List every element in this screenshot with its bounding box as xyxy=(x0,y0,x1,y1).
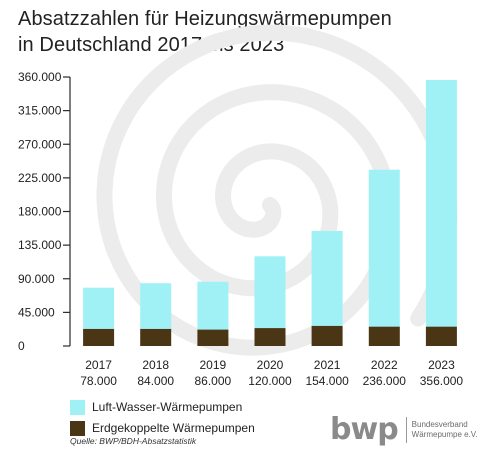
bar-erdgekoppelt xyxy=(83,328,115,346)
x-tick-label: 2018 xyxy=(142,358,169,372)
bwp-logo: bwp Bundesverband Wärmepumpe e.V. xyxy=(330,412,478,448)
logo-wordmark: bwp xyxy=(330,412,399,447)
total-value-label: 120.000 xyxy=(248,374,292,388)
chart: 0 45.000 90.000 135.000 180.000 225.000 270.00… xyxy=(18,24,463,388)
y-tick-label: 0 xyxy=(18,339,25,353)
x-tick-label: 2017 xyxy=(85,358,112,372)
logo-divider xyxy=(405,417,407,443)
y-tick-label: 45.000 xyxy=(18,305,55,319)
bar-luft-wasser xyxy=(254,256,286,328)
bar-erdgekoppelt xyxy=(311,325,343,346)
total-value-label: 84.000 xyxy=(137,374,174,388)
total-value-label: 236.000 xyxy=(363,374,407,388)
bar-erdgekoppelt xyxy=(425,326,457,346)
legend-swatch-luft-wasser xyxy=(70,399,85,415)
y-tick-label: 180.000 xyxy=(18,205,62,219)
legend: Luft-Wasser-Wärmepumpen Erdgekoppelte Wä… xyxy=(70,398,255,440)
logo-org-line-2: Wärmepumpe e.V. xyxy=(411,430,478,439)
x-tick-label: 2019 xyxy=(200,358,227,372)
legend-swatch-erdgekoppelt xyxy=(70,420,85,436)
total-value-label: 154.000 xyxy=(305,374,349,388)
y-tick-label: 360.000 xyxy=(18,70,62,84)
y-tick-label: 270.000 xyxy=(18,137,62,151)
y-tick-label: 90.000 xyxy=(18,272,55,286)
legend-item-luft-wasser: Luft-Wasser-Wärmepumpen xyxy=(70,398,255,416)
y-tick-label: 135.000 xyxy=(18,238,62,252)
legend-label-luft-wasser: Luft-Wasser-Wärmepumpen xyxy=(92,400,243,414)
logo-org-name: Bundesverband Wärmepumpe e.V. xyxy=(412,420,478,440)
bar-luft-wasser xyxy=(368,169,400,327)
bar-erdgekoppelt xyxy=(368,326,400,346)
swirl-path xyxy=(96,24,458,356)
x-tick-label: 2023 xyxy=(428,358,455,372)
bars xyxy=(83,80,457,346)
y-axis: 0 45.000 90.000 135.000 180.000 225.000 270.00… xyxy=(18,70,71,353)
title-line-1: Absatzzahlen für Heizungswärmepumpen xyxy=(18,8,392,30)
bar-luft-wasser xyxy=(83,287,115,329)
bar-erdgekoppelt xyxy=(140,328,172,346)
bar-luft-wasser xyxy=(197,281,229,330)
swirl-watermark-icon xyxy=(96,24,458,356)
x-axis-labels: 2017 78.000 2018 84.000 2019 86.000 2020 120.00… xyxy=(80,358,463,388)
bar-luft-wasser xyxy=(311,230,343,326)
bar-erdgekoppelt xyxy=(197,329,229,346)
y-tick-label: 225.000 xyxy=(18,171,62,185)
x-tick-label: 2020 xyxy=(257,358,284,372)
bar-luft-wasser xyxy=(140,283,172,329)
x-tick-label: 2022 xyxy=(371,358,398,372)
legend-item-erdgekoppelt: Erdgekoppelte Wärmepumpen xyxy=(70,419,255,437)
total-value-label: 86.000 xyxy=(195,374,232,388)
legend-label-erdgekoppelt: Erdgekoppelte Wärmepumpen xyxy=(92,421,255,435)
logo-org-line-1: Bundesverband xyxy=(411,420,468,429)
total-value-label: 78.000 xyxy=(80,374,117,388)
source-note: Quelle: BWP/BDH-Absatzstatistik xyxy=(70,436,197,446)
x-tick-label: 2021 xyxy=(314,358,341,372)
bar-luft-wasser xyxy=(425,80,457,327)
y-tick-label: 315.000 xyxy=(18,104,62,118)
total-value-label: 356.000 xyxy=(420,374,464,388)
bar-erdgekoppelt xyxy=(254,328,286,346)
